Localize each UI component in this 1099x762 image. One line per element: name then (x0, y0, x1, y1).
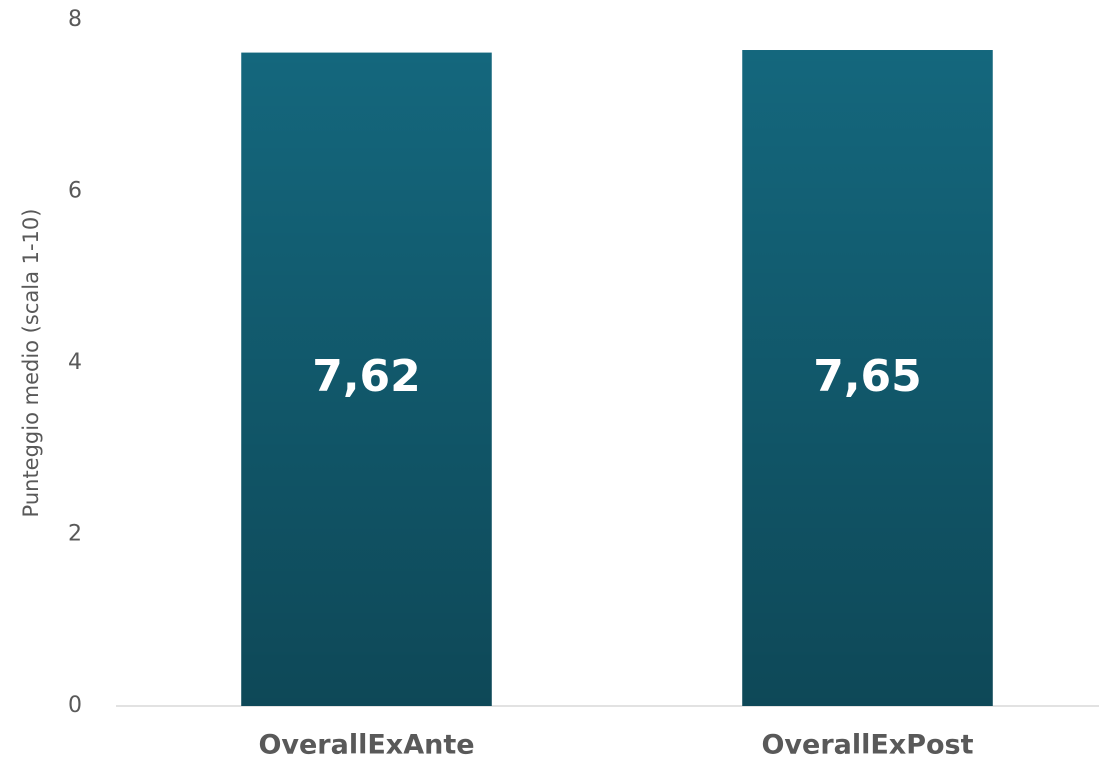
y-tick-label: 8 (68, 7, 82, 32)
x-tick-label: OverallExAnte (258, 730, 474, 761)
x-tick-label: OverallExPost (761, 730, 973, 761)
value-label: 7,62 (312, 351, 421, 402)
y-axis-title: Punteggio medio (scala 1-10) (19, 209, 43, 518)
y-tick-label: 4 (68, 350, 82, 375)
value-label: 7,65 (813, 351, 922, 402)
bar-shade (241, 52, 492, 706)
y-tick-label: 0 (68, 693, 82, 718)
y-tick-label: 6 (68, 179, 82, 204)
bar-shade (742, 50, 993, 706)
y-tick-label: 2 (68, 522, 82, 547)
